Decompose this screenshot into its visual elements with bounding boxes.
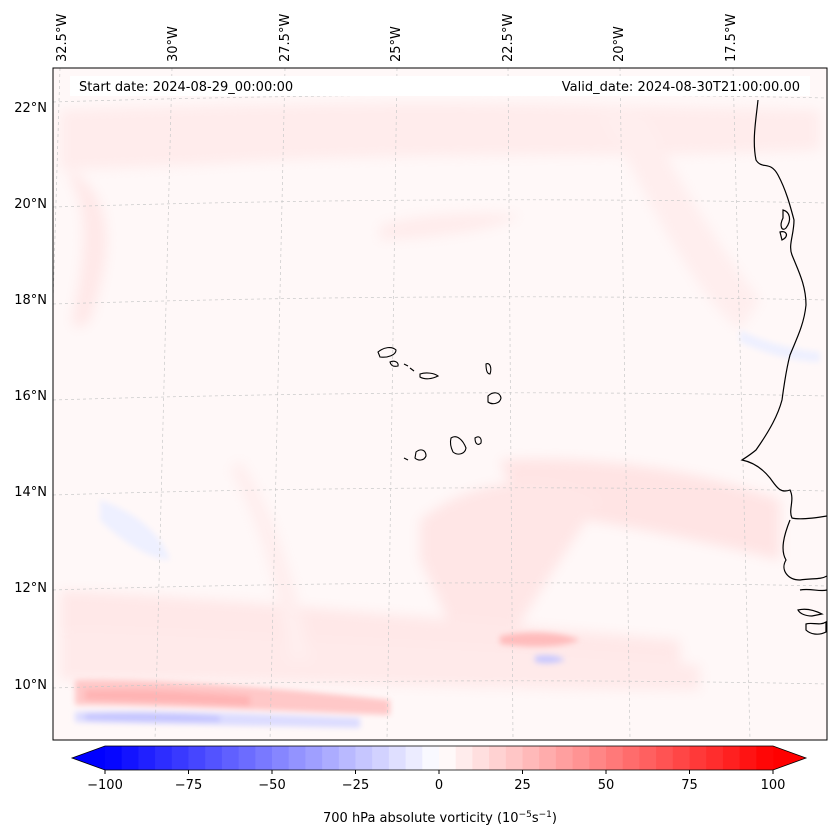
colorbar-swatch	[422, 746, 440, 770]
colorbar-label-exp1: −5	[519, 810, 532, 820]
colorbar-tick-label: 75	[681, 778, 698, 793]
colorbar-tick-label: 0	[435, 778, 443, 793]
lon-label-30w: 30°W	[166, 26, 181, 62]
lon-label-25w: 25°W	[389, 26, 404, 62]
lon-label-20w: 20°W	[612, 26, 627, 62]
colorbar-tick-label: −25	[342, 778, 369, 793]
colorbar-swatch	[439, 746, 457, 770]
colorbar-swatch	[205, 746, 223, 770]
colorbar-swatch	[656, 746, 674, 770]
colorbar-label-close: )	[552, 811, 557, 826]
colorbar-swatch	[105, 746, 123, 770]
colorbar-swatch	[288, 746, 306, 770]
colorbar-label-mid: s	[532, 811, 539, 826]
lat-label-14n: 14°N	[14, 485, 47, 500]
colorbar-label: 700 hPa absolute vorticity (10−5s−1)	[323, 810, 557, 826]
colorbar-extend-max	[773, 746, 806, 770]
colorbar-swatch	[706, 746, 724, 770]
colorbar-swatch	[539, 746, 557, 770]
colorbar-swatch	[739, 746, 757, 770]
colorbar-swatch	[388, 746, 406, 770]
colorbar-tick-label: 50	[598, 778, 615, 793]
colorbar-swatch	[171, 746, 189, 770]
colorbar-swatch	[238, 746, 256, 770]
latitude-labels: 22°N 20°N 18°N 16°N 14°N 12°N 10°N	[14, 101, 47, 693]
lon-label-32-5w: 32.5°W	[55, 14, 70, 62]
valid-date-label: Valid_date: 2024-08-30T21:00:00.00	[562, 80, 800, 95]
colorbar-swatch	[689, 746, 707, 770]
gridlines	[53, 68, 827, 740]
colorbar-swatch	[672, 746, 690, 770]
lat-label-22n: 22°N	[14, 101, 47, 116]
colorbar-tick-label: 100	[761, 778, 786, 793]
vorticity-field	[60, 102, 820, 728]
colorbar-swatch	[138, 746, 156, 770]
colorbar-swatch	[522, 746, 540, 770]
colorbar-swatch	[272, 746, 290, 770]
africa-coastline	[740, 99, 827, 520]
lat-label-12n: 12°N	[14, 581, 47, 596]
colorbar-swatch	[606, 746, 624, 770]
colorbar-swatch	[505, 746, 523, 770]
colorbar-tick-label: −100	[87, 778, 123, 793]
colorbar-label-exp2: −1	[539, 810, 552, 820]
coastlines	[740, 99, 827, 635]
colorbar-label-text: 700 hPa absolute vorticity (10	[323, 811, 519, 826]
colorbar-swatch	[639, 746, 657, 770]
colorbar-swatch	[455, 746, 473, 770]
colorbar-swatch	[255, 746, 273, 770]
map-frame	[52, 67, 828, 741]
lat-label-10n: 10°N	[14, 678, 47, 693]
colorbar-swatch	[405, 746, 423, 770]
colorbar-swatch	[572, 746, 590, 770]
lat-label-20n: 20°N	[14, 197, 47, 212]
colorbar-swatch	[372, 746, 390, 770]
colorbar-swatch	[322, 746, 340, 770]
longitude-labels: 32.5°W 30°W 27.5°W 25°W 22.5°W 20°W 17.5…	[55, 14, 739, 62]
colorbar-tick-label: 25	[514, 778, 531, 793]
colorbar-swatch	[756, 746, 774, 770]
colorbar-swatch	[555, 746, 573, 770]
start-date-label: Start date: 2024-08-29_00:00:00	[79, 80, 293, 95]
colorbar-swatch	[338, 746, 356, 770]
colorbar-ticks: −100 −75 −50 −25 0 25 50 75 100	[87, 770, 785, 793]
colorbar-swatch	[589, 746, 607, 770]
header-strip	[70, 76, 810, 96]
colorbar-swatch	[155, 746, 173, 770]
colorbar-extend-min	[72, 746, 105, 770]
cape-verde-islands	[377, 347, 502, 461]
colorbar	[70, 745, 808, 771]
colorbar-swatch	[472, 746, 490, 770]
lon-label-27-5w: 27.5°W	[278, 14, 293, 62]
colorbar-swatch	[722, 746, 740, 770]
colorbar-swatch	[355, 746, 373, 770]
colorbar-tick-label: −75	[175, 778, 202, 793]
colorbar-swatch	[622, 746, 640, 770]
colorbar-swatch	[221, 746, 239, 770]
lon-label-17-5w: 17.5°W	[724, 14, 739, 62]
colorbar-swatch	[121, 746, 139, 770]
lon-label-22-5w: 22.5°W	[501, 14, 516, 62]
colorbar-swatch	[188, 746, 206, 770]
lat-label-18n: 18°N	[14, 293, 47, 308]
colorbar-swatch	[489, 746, 507, 770]
colorbar-swatch	[305, 746, 323, 770]
lat-label-16n: 16°N	[14, 389, 47, 404]
colorbar-tick-label: −50	[258, 778, 285, 793]
